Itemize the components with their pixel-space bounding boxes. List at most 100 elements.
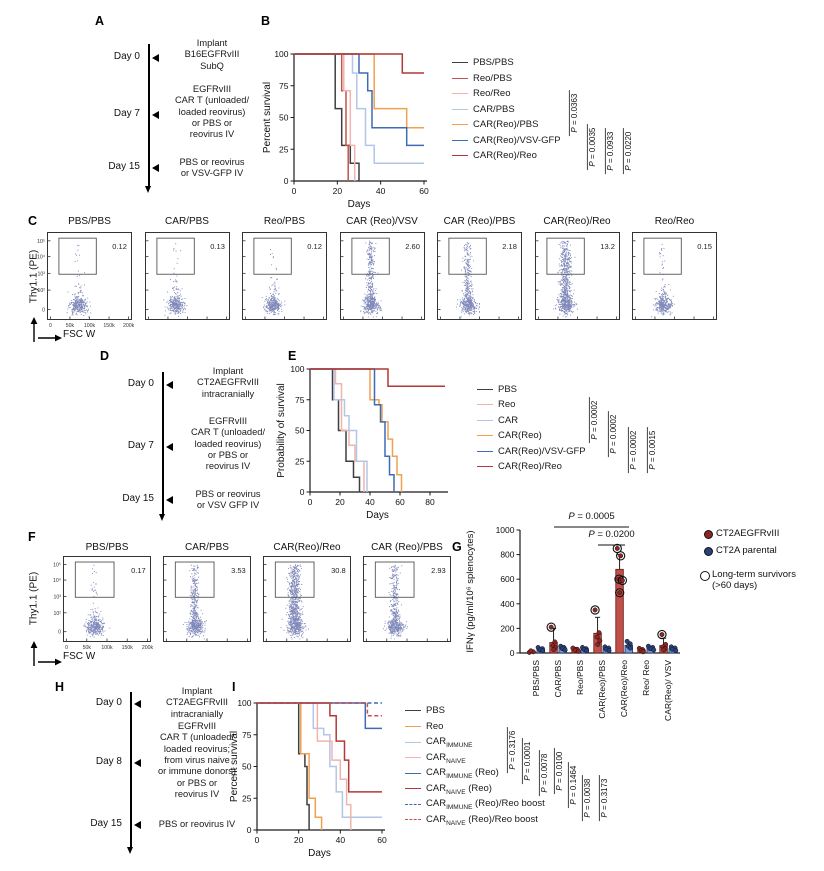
legend-item: PBS/PBS [452,57,514,68]
pvalue-label: P = 0.0035 [586,124,598,171]
legend-label-part: (Reo) [472,767,499,778]
arrow-down-icon [127,847,133,854]
timeline-line [148,44,150,186]
legend-item: PBS [477,384,517,395]
scatter-points [359,240,382,318]
legend-item: Reo [477,399,515,410]
legend-swatch [452,62,468,63]
y-tick-label: 25 [242,793,252,803]
pvalue-label: P = 0.0002 [627,427,639,474]
legend-item: Reo/Reo [452,88,511,99]
x-tick-label: 0 [292,186,297,196]
y-axis-label: IFNγ (pg/ml/10⁶ splenocytes) [465,530,476,652]
legend-dot-icon [704,530,713,539]
data-dot [562,647,568,653]
legend-swatch [405,819,421,821]
y-tick-label: 10⁵ [37,239,45,245]
survival-chart-b: 0 25 50 75 100 0 20 40 60 Days Percent survival [262,49,429,210]
flow-plot: 10⁵ 10⁴ 10³ 10² 0 0 50k 100k 150k 200k 0.12 [37,232,135,329]
legend-label-part: (Reo) [465,782,492,794]
category-label: Reo/PBS [575,660,585,695]
timeline-day-label: Day 0 [95,697,122,708]
legend-item: CAR [477,415,518,426]
legend-item: CAR(Reo)/Reo [452,150,537,161]
y-tick-label: 800 [500,550,514,560]
legend-swatch [405,741,421,743]
legend-label-part: (Reo)/Reo boost [472,798,545,809]
legend-dot-icon [704,547,713,556]
gate-box [74,561,115,598]
scatter-points [280,564,310,640]
x-tick-label: 40 [336,835,346,845]
legend-label: CAR/PBS [473,103,515,115]
timeline-line [162,372,164,514]
legend-swatch [452,124,468,125]
arrow-left-icon [166,443,173,451]
y-tick-label: 100 [274,49,288,59]
legend-label-part: (Reo)/Reo boost [465,813,538,825]
y-tick-label: 10⁵ [53,563,61,569]
y-tick-label: 100 [290,364,304,374]
panel-label-c: C [28,214,38,228]
pvalue-label: P = 0.0001 [521,738,533,785]
y-axis-label: Probability of survival [276,383,287,477]
legend-item: CARNAIVE [405,752,466,764]
legend-swatch [405,788,421,790]
scatter-points [382,564,409,640]
legend-label-part: IMMUNE [446,741,473,749]
survival-curve [294,53,424,74]
significance-value: = 0.0005 [575,511,615,522]
survival-chart-e: 0 25 50 75 100 0 20 40 60 80 Days Probability of su… [276,364,448,521]
survival-curve [294,53,424,147]
survival-curve [310,368,368,492]
arrow-left-icon [134,821,141,829]
timeline-event-text: PBS or reovirus or VSV GFP IV [195,489,261,511]
legend-swatch [452,93,468,94]
long-term-survivor-icon [700,571,710,581]
panel-label-f: F [28,530,36,544]
y-tick-label: 600 [500,574,514,584]
flow-plot-title: CAR/PBS [165,216,209,227]
category-label: Reo/ Reo [641,660,651,696]
timeline-event-text: Implant CT2AEGFRvIII intracranially [197,366,259,399]
x-tick-label: 60 [419,186,429,196]
timeline-event-text: EGFRvIII CAR T (unloaded/ loaded reoviru… [174,84,250,140]
x-axis-label: Days [308,848,331,859]
y-tick-label: 1000 [496,525,515,535]
pvalue-p: P [587,161,597,167]
legend-item: CAR/PBS [452,104,515,115]
legend-label: Reo/PBS [473,72,513,84]
arrow-left-icon [152,54,159,62]
legend-item: CARNAIVE (Reo)/Reo boost [405,813,538,826]
gate-percentage: 2.60 [405,242,420,251]
x-tick-label: 60 [395,497,405,507]
pvalue-p: P [582,812,592,818]
flow-plot-title: PBS/PBS [68,216,111,227]
significance-label: P = 0.0005 [568,511,614,522]
timeline-day-label: Day 8 [95,756,122,767]
gate-box [155,237,195,275]
y-tick-label: 200 [500,623,514,633]
legend-label-part: CAR [426,736,447,747]
gate-box [643,237,682,275]
flow-plot: 30.8 [263,556,351,642]
scatter-points [66,244,92,318]
pvalue-label: P = 0.3173 [598,775,610,822]
timeline-event-text: Implant B16EGFRvIII SubQ [184,38,240,71]
x-tick-label: 40 [365,497,375,507]
x-tick-label: 50k [66,323,75,329]
scatter-points [261,249,286,316]
arrow-left-icon [166,381,173,389]
timeline-event-text: Implant CT2AEGFRvIII intracranially [166,686,228,719]
flow-plot-title: PBS/PBS [85,542,129,553]
legend-label-part: NAIVE [446,788,466,796]
legend-label: CAR(Reo) [498,430,542,442]
legend-swatch [452,155,468,156]
timeline-event-text: PBS or reovirus or VSV-GFP IV [179,157,245,179]
pvalue-p: P [647,464,657,470]
legend-item: CAR(Reo)/VSV-GFP [452,135,561,146]
pvalue-p: P [539,787,549,793]
